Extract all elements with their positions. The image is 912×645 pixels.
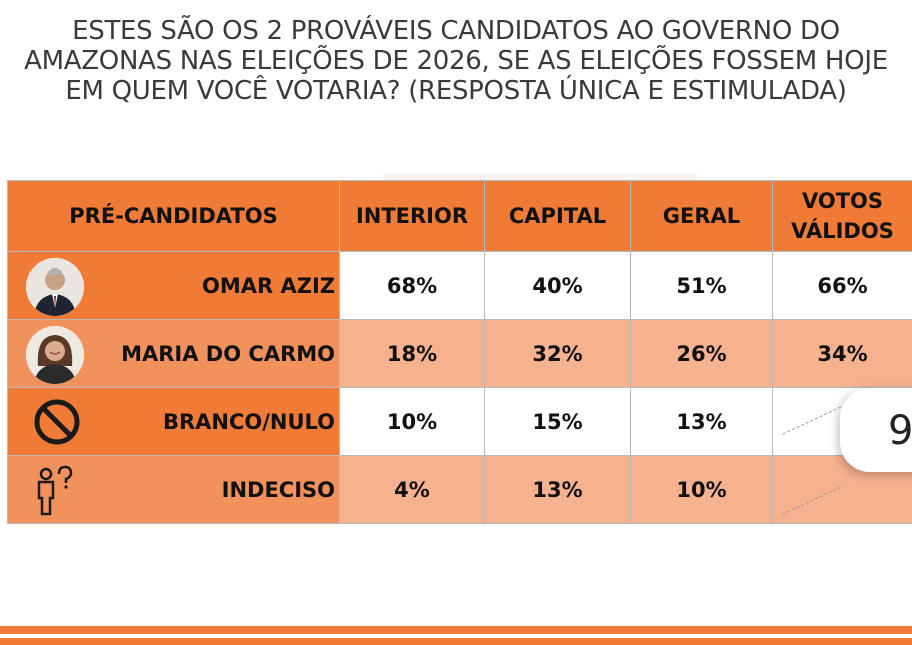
table-row: MARIA DO CARMO 18% 32% 26% 34% bbox=[7, 319, 912, 388]
undecided-person-icon bbox=[32, 464, 82, 516]
value-branco-capital: 15% bbox=[484, 387, 631, 456]
page-title: ESTES SÃO OS 2 PROVÁVEIS CANDIDATOS AO G… bbox=[0, 16, 912, 106]
overlay-digit: 9 bbox=[888, 408, 912, 454]
header-capital: CAPITAL bbox=[484, 180, 631, 252]
table-row: OMAR AZIZ 68% 40% 51% 66% bbox=[7, 251, 912, 320]
value-omar-validos: 66% bbox=[772, 251, 912, 320]
candidate-name-indeciso: INDECISO bbox=[221, 477, 335, 502]
header-interior: INTERIOR bbox=[339, 180, 485, 252]
title-line-1: ESTES SÃO OS 2 PROVÁVEIS CANDIDATOS AO G… bbox=[72, 16, 840, 46]
footer-bar bbox=[0, 638, 912, 645]
value-maria-capital: 32% bbox=[484, 319, 631, 388]
value-omar-capital: 40% bbox=[484, 251, 631, 320]
value-maria-validos: 34% bbox=[772, 319, 912, 388]
title-line-2: AMAZONAS NAS ELEIÇÕES DE 2026, SE AS ELE… bbox=[24, 46, 888, 76]
maria-do-carmo-photo bbox=[26, 326, 84, 384]
value-indeciso-interior: 4% bbox=[339, 455, 485, 524]
value-maria-interior: 18% bbox=[339, 319, 485, 388]
title-line-3: EM QUEM VOCÊ VOTARIA? (RESPOSTA ÚNICA E … bbox=[65, 76, 847, 106]
value-omar-geral: 51% bbox=[630, 251, 773, 320]
header-pre-candidatos: PRÉ-CANDIDATOS bbox=[7, 180, 340, 252]
value-branco-geral: 13% bbox=[630, 387, 773, 456]
table-row: INDECISO 4% 13% 10% bbox=[7, 455, 912, 524]
table-row: BRANCO/NULO 10% 15% 13% bbox=[7, 387, 912, 456]
value-indeciso-geral: 10% bbox=[630, 455, 773, 524]
value-omar-interior: 68% bbox=[339, 251, 485, 320]
candidate-name-omar: OMAR AZIZ bbox=[201, 273, 335, 298]
candidate-name-maria: MARIA DO CARMO bbox=[121, 341, 335, 366]
prohibited-icon bbox=[32, 396, 82, 448]
value-maria-geral: 26% bbox=[630, 319, 773, 388]
value-indeciso-capital: 13% bbox=[484, 455, 631, 524]
poll-table: PRÉ-CANDIDATOS INTERIOR CAPITAL GERAL VO… bbox=[7, 180, 912, 524]
candidate-cell-branco: BRANCO/NULO bbox=[7, 387, 340, 456]
header-votos-validos: VOTOS VÁLIDOS bbox=[772, 180, 912, 252]
value-branco-interior: 10% bbox=[339, 387, 485, 456]
footer-bar bbox=[0, 626, 912, 634]
candidate-name-branco: BRANCO/NULO bbox=[162, 409, 335, 434]
candidate-cell-omar: OMAR AZIZ bbox=[7, 251, 340, 320]
candidate-cell-maria: MARIA DO CARMO bbox=[7, 319, 340, 388]
header-geral: GERAL bbox=[630, 180, 773, 252]
header-row: PRÉ-CANDIDATOS INTERIOR CAPITAL GERAL VO… bbox=[7, 180, 912, 252]
omar-aziz-photo bbox=[26, 258, 84, 316]
overlay-card[interactable]: 9 bbox=[840, 388, 912, 472]
header-votos-line1: VOTOS bbox=[801, 189, 884, 213]
candidate-cell-indeciso: INDECISO bbox=[7, 455, 340, 524]
header-votos-line2: VÁLIDOS bbox=[791, 219, 894, 243]
